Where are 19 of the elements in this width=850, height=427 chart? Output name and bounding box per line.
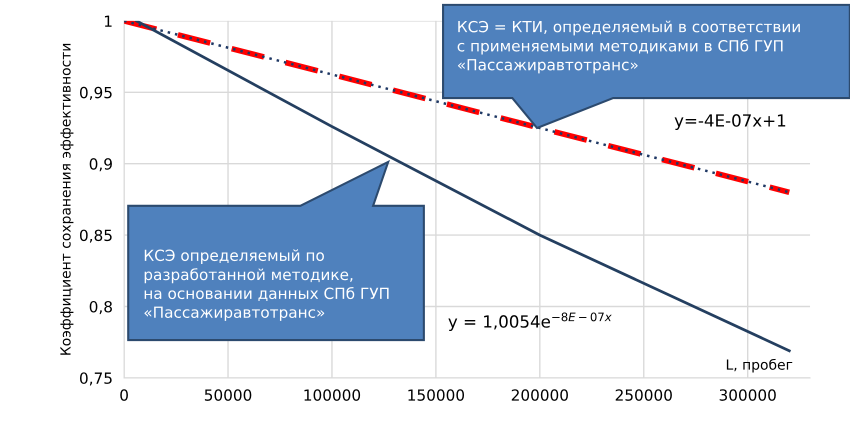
x-tick-label: 150000: [408, 389, 464, 401]
x-tick-label: 0: [120, 389, 128, 401]
x-tick-label: 200000: [512, 389, 568, 401]
y-tick-label: 0,85: [80, 230, 112, 243]
annotation: КСЭ определяемый по разработанной методике, на основании данных СПб ГУП «Пассажиравтотранс»: [144, 249, 389, 321]
x-tick-label: 250000: [616, 389, 672, 401]
annotation: y = 1,0054e$^{−8E−07x}$: [448, 312, 612, 332]
y-tick-label: 0,95: [80, 86, 112, 100]
x-tick-label: 50000: [204, 389, 252, 401]
y-tick-label: 0,75: [80, 372, 112, 386]
annotation: КСЭ = КТИ, определяемый в соответствии с применяемыми методиками в СПб ГУП «Пассажиравтотранс»: [458, 20, 800, 74]
x-axis-title: L, пробег: [726, 358, 792, 373]
y-tick-label: 0,8: [90, 300, 112, 314]
annotation: y=-4E-07x+1: [674, 114, 786, 130]
x-tick-label: 100000: [304, 389, 360, 401]
y-tick-label: 1: [104, 16, 112, 27]
y-axis-title: Коэффициент сохранения эффективности: [60, 44, 74, 355]
x-tick-label: 300000: [720, 389, 776, 401]
y-tick-label: 0,9: [90, 158, 112, 172]
